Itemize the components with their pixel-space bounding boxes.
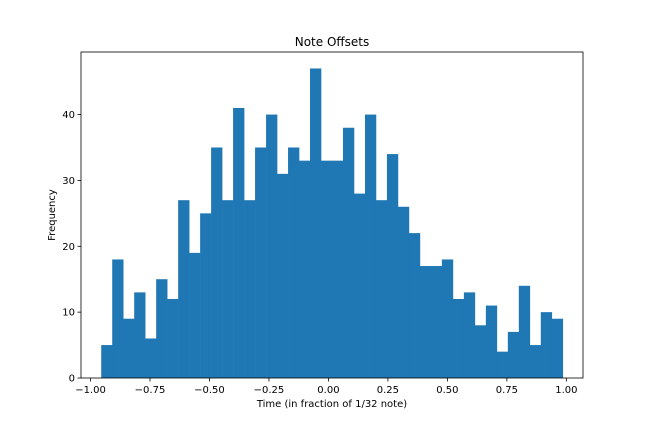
histogram-bar [277,173,289,378]
histogram-bar [134,292,146,378]
histogram-bar [485,305,498,378]
histogram-bar [112,259,124,378]
histogram-bar [288,147,300,378]
x-axis-ticks: −1.00 −0.75 −0.50 −0.25 0.00 0.25 0.50 0.75 1.00 [75,378,577,396]
histogram-bar [211,147,223,378]
x-tick-label: −1.00 [75,385,106,396]
histogram-bar [310,68,322,378]
histogram-bar [397,206,410,378]
x-tick-label: −0.50 [194,385,225,396]
histogram-bar [321,160,333,378]
histogram-bar [156,279,168,378]
x-tick-label: 1.00 [555,385,577,396]
y-axis-ticks: 0 10 20 30 40 [62,110,81,385]
y-tick-label: 10 [62,308,75,319]
histogram-bar [463,292,476,378]
histogram-bar [441,259,454,378]
x-tick-label: −0.25 [254,385,285,396]
x-tick-label: 0.75 [496,385,518,396]
histogram-bar [518,285,531,378]
histogram-bar [496,351,509,378]
histogram-bar [507,331,520,378]
y-tick-label: 30 [62,176,75,187]
histogram-bar [266,114,278,378]
histogram-bar [101,345,113,378]
histogram-bar [167,298,179,378]
y-axis-label: Frequency [47,189,58,241]
histogram-bar [178,200,190,378]
y-tick-label: 20 [62,242,75,253]
histogram-bar [540,312,553,378]
histogram-bar [145,338,157,378]
x-tick-label: 0.25 [377,385,399,396]
histogram-bar [353,193,366,378]
histogram-bar [408,233,421,378]
histogram-bar [222,200,234,378]
histogram-bar [386,154,399,378]
histogram-bar [332,160,344,378]
histogram-bar [255,147,267,378]
histogram-bar [551,318,564,378]
plot-frame [80,51,584,379]
histogram-bar [364,114,377,378]
histogram-bar [244,200,256,378]
histogram-bar [430,266,443,378]
histogram-bar [375,200,388,378]
x-tick-label: 0.50 [436,385,458,396]
histogram-bar [419,266,432,378]
y-tick-label: 0 [69,374,75,385]
x-axis-label: Time (in fraction of 1/32 note) [256,399,407,410]
chart-title: Note Offsets [295,35,370,49]
histogram-bar [189,252,201,378]
histogram-bar [342,127,355,379]
histogram-bar [233,107,245,378]
x-tick-label: −0.75 [135,385,166,396]
x-tick-label: 0.00 [317,385,339,396]
histogram-bar [529,345,542,378]
histogram-bar [299,160,311,378]
bar-group [101,68,564,379]
y-tick-label: 40 [62,110,75,121]
histogram-bar [452,298,465,378]
histogram-bar [123,318,135,378]
histogram-bar [200,213,212,378]
histogram-bar [474,325,487,378]
